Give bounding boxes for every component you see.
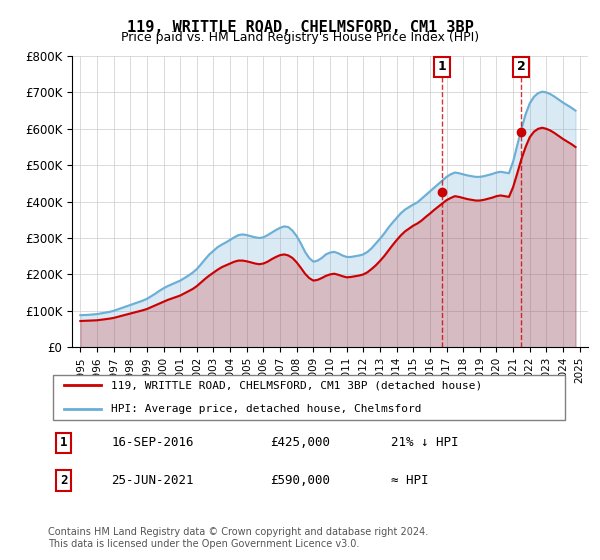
Text: 21% ↓ HPI: 21% ↓ HPI [391,436,459,449]
Text: 2: 2 [60,474,68,487]
Text: 1: 1 [437,60,446,73]
Text: 2: 2 [517,60,526,73]
Text: 1: 1 [60,436,68,449]
Text: 119, WRITTLE ROAD, CHELMSFORD, CM1 3BP (detached house): 119, WRITTLE ROAD, CHELMSFORD, CM1 3BP (… [112,380,482,390]
Text: 119, WRITTLE ROAD, CHELMSFORD, CM1 3BP: 119, WRITTLE ROAD, CHELMSFORD, CM1 3BP [127,20,473,35]
Text: 25-JUN-2021: 25-JUN-2021 [112,474,194,487]
Text: Contains HM Land Registry data © Crown copyright and database right 2024.
This d: Contains HM Land Registry data © Crown c… [48,527,428,549]
Text: ≈ HPI: ≈ HPI [391,474,428,487]
FancyBboxPatch shape [53,375,565,420]
Text: £425,000: £425,000 [270,436,330,449]
Text: HPI: Average price, detached house, Chelmsford: HPI: Average price, detached house, Chel… [112,404,422,414]
Text: £590,000: £590,000 [270,474,330,487]
Text: Price paid vs. HM Land Registry's House Price Index (HPI): Price paid vs. HM Land Registry's House … [121,31,479,44]
Text: 16-SEP-2016: 16-SEP-2016 [112,436,194,449]
